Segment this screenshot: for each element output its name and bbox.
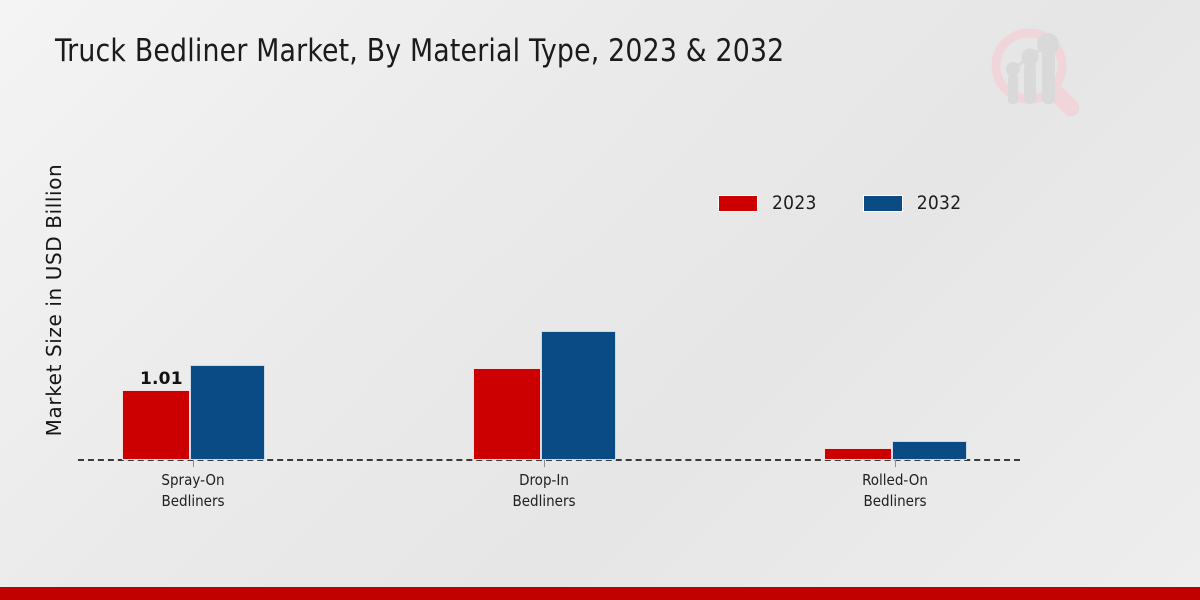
bar-spray-on-2032[interactable] <box>190 365 265 460</box>
legend-swatch-2023 <box>718 194 758 212</box>
bar-drop-in-2023[interactable] <box>473 368 541 460</box>
category-label-line-1: Spray-On <box>161 471 225 489</box>
category-label-drop-in: Drop-In Bedliners <box>434 470 654 512</box>
bar-spray-on-2023-value-label: 1.01 <box>140 369 183 389</box>
category-tick-2 <box>544 460 545 467</box>
legend-item-2023[interactable]: 2023 <box>718 192 817 214</box>
legend-label-2023: 2023 <box>772 192 817 214</box>
bar-drop-in-2032[interactable] <box>541 331 616 460</box>
page-title: Truck Bedliner Market, By Material Type,… <box>55 33 785 69</box>
bar-rolled-on-2023[interactable] <box>824 448 892 460</box>
logo-svg <box>991 28 1080 117</box>
chart-legend: 2023 2032 <box>718 192 961 214</box>
category-label-spray-on: Spray-On Bedliners <box>83 470 303 512</box>
category-label-line-2: Bedliners <box>161 492 225 510</box>
category-tick-1 <box>193 460 194 467</box>
category-tick-3 <box>895 460 896 467</box>
category-label-line-1: Rolled-On <box>862 471 928 489</box>
bar-rolled-on-2032[interactable] <box>892 441 967 460</box>
legend-item-2032[interactable]: 2032 <box>862 192 962 214</box>
legend-label-2032: 2032 <box>916 192 962 214</box>
category-label-line-2: Bedliners <box>863 492 927 510</box>
axis-baseline <box>78 459 1020 461</box>
bar-spray-on-2023[interactable] <box>122 390 190 460</box>
category-label-line-1: Drop-In <box>519 471 569 489</box>
legend-swatch-2032 <box>862 194 903 212</box>
footer-accent-bar <box>0 587 1200 600</box>
category-label-rolled-on: Rolled-On Bedliners <box>785 470 1005 512</box>
category-label-line-2: Bedliners <box>512 492 576 510</box>
magnifier-bar-chart-logo <box>985 22 1085 122</box>
